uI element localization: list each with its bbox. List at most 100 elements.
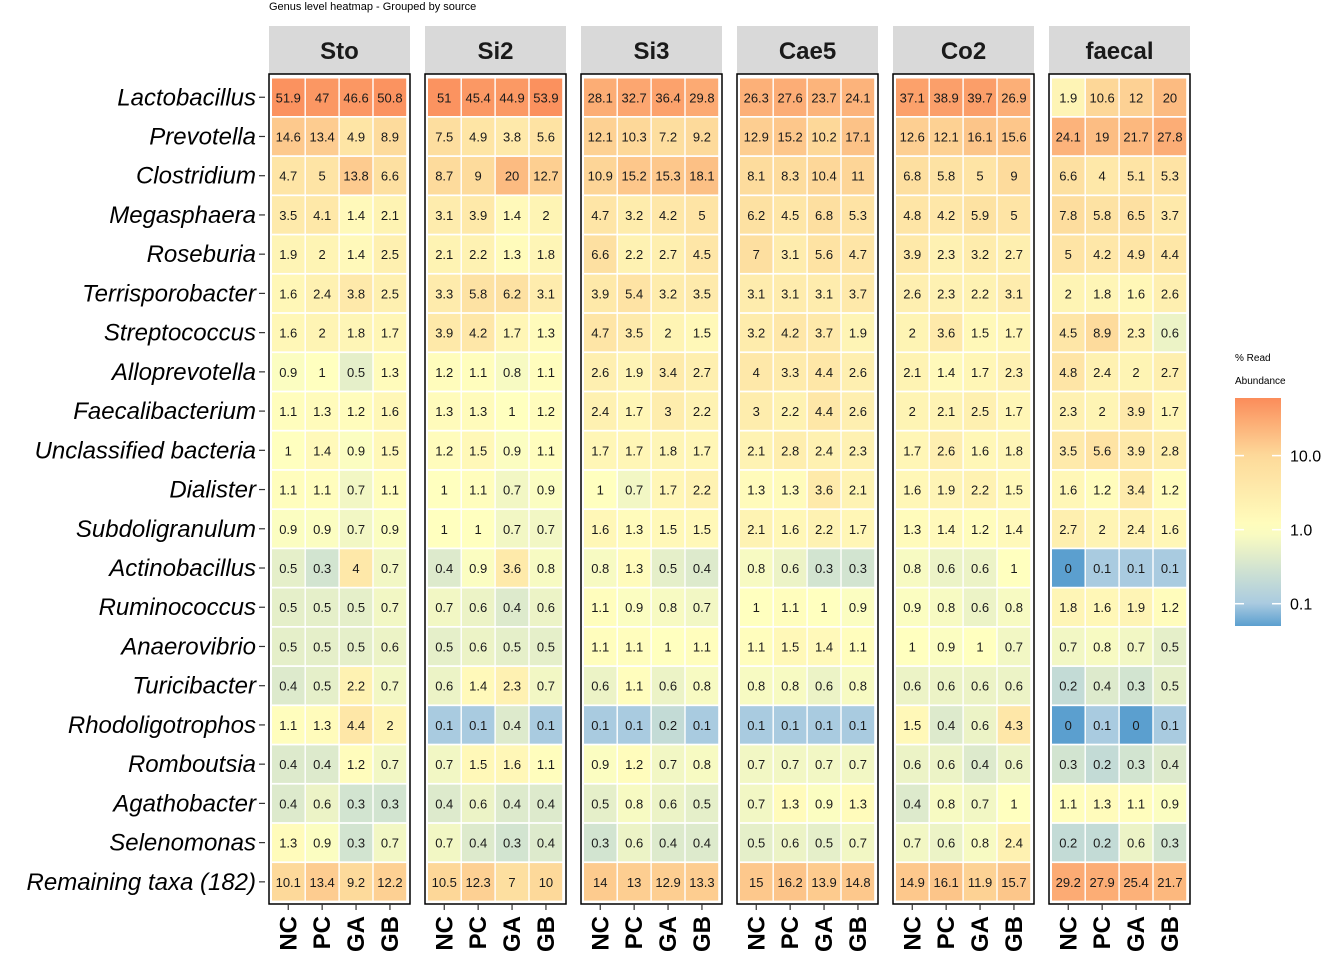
heatmap-cell <box>740 627 773 666</box>
heatmap-cell <box>773 353 807 391</box>
heatmap-cell <box>272 78 305 116</box>
cell-value-label: 3.9 <box>591 286 609 301</box>
heatmap-cell <box>1052 431 1085 470</box>
cell-value-label: 3.6 <box>937 326 955 341</box>
cell-value-label: 1.6 <box>781 522 799 537</box>
cell-value-label: 1.7 <box>1161 404 1179 419</box>
heatmap-cell <box>529 235 563 273</box>
x-label: GA <box>811 916 838 952</box>
cell-value-label: 6.6 <box>591 247 609 262</box>
cell-value-label: 3.9 <box>903 247 921 262</box>
heatmap-cell <box>584 745 617 783</box>
y-label: Faecalibacterium <box>73 398 256 425</box>
cell-value-label: 0.4 <box>279 796 297 811</box>
cell-value-label: 1.9 <box>937 483 955 498</box>
facet-strip-label: Cae5 <box>779 38 836 65</box>
heatmap-cell <box>272 706 305 744</box>
heatmap-cell <box>529 549 563 587</box>
heatmap-cell <box>685 470 719 509</box>
heatmap-cell <box>841 156 875 195</box>
heatmap-cell <box>1085 431 1119 470</box>
cell-value-label: 0.7 <box>1127 639 1145 654</box>
cell-value-label: 1.7 <box>591 443 609 458</box>
heatmap-cell <box>339 745 373 783</box>
cell-value-label: 1.3 <box>747 483 765 498</box>
x-label: NC <box>899 916 926 951</box>
heatmap-cell <box>841 196 875 234</box>
heatmap-cell <box>963 549 997 587</box>
heatmap-cell <box>529 784 563 823</box>
heatmap-cell <box>495 353 529 391</box>
heatmap-cell <box>651 235 685 273</box>
cell-value-label: 0.6 <box>781 836 799 851</box>
cell-value-label: 0.9 <box>625 600 643 615</box>
heatmap-cell <box>896 274 929 313</box>
heatmap-cell <box>373 823 407 862</box>
heatmap-cell <box>529 745 563 783</box>
heatmap-cell <box>584 235 617 273</box>
cell-value-label: 3.8 <box>503 129 521 144</box>
heatmap-cell <box>740 156 773 195</box>
cell-value-label: 1.1 <box>747 639 765 654</box>
facet-strip-label: Co2 <box>941 38 986 65</box>
heatmap-cell <box>929 156 963 195</box>
cell-value-label: 0.6 <box>937 561 955 576</box>
heatmap-cell <box>685 313 719 352</box>
heatmap-cell <box>896 666 929 705</box>
cell-value-label: 0.6 <box>1005 679 1023 694</box>
cell-value-label: 0.1 <box>469 718 487 733</box>
cell-value-label: 11.9 <box>968 875 992 890</box>
cell-value-label: 1.7 <box>903 443 921 458</box>
heatmap-cell <box>929 823 963 862</box>
cell-value-label: 15.2 <box>621 169 646 184</box>
heatmap-cell <box>807 78 841 116</box>
heatmap-cell <box>1052 313 1085 352</box>
heatmap-cell <box>685 156 719 195</box>
cell-value-label: 0.4 <box>693 561 711 576</box>
heatmap-cell <box>1085 745 1119 783</box>
cell-value-label: 2.1 <box>747 522 765 537</box>
cell-value-label: 0.7 <box>815 757 833 772</box>
cell-value-label: 1.2 <box>435 443 453 458</box>
cell-value-label: 0.8 <box>971 836 989 851</box>
heatmap-cell <box>807 392 841 430</box>
heatmap-cell <box>841 431 875 470</box>
cell-value-label: 44.9 <box>499 90 524 105</box>
cell-value-label: 1.3 <box>1093 796 1111 811</box>
heatmap-cell <box>651 823 685 862</box>
cell-value-label: 0.7 <box>537 522 555 537</box>
cell-value-label: 1.6 <box>503 757 521 772</box>
cell-value-label: 0.5 <box>347 600 365 615</box>
heatmap-cell <box>339 510 373 548</box>
x-label: PC <box>309 916 336 949</box>
heatmap-cell <box>339 784 373 823</box>
cell-value-label: 2.7 <box>693 365 711 380</box>
heatmap-cell <box>339 392 373 430</box>
heatmap-cell <box>1119 431 1153 470</box>
heatmap-cell <box>841 549 875 587</box>
cell-value-label: 0.7 <box>849 757 867 772</box>
cell-value-label: 26.9 <box>1001 90 1026 105</box>
heatmap-cell <box>685 510 719 548</box>
heatmap-cell <box>373 353 407 391</box>
heatmap-cell <box>529 627 563 666</box>
cell-value-label: 0.6 <box>971 718 989 733</box>
cell-value-label: 0.7 <box>1005 639 1023 654</box>
heatmap-cell <box>428 823 461 862</box>
heatmap-cell <box>773 588 807 626</box>
heatmap-cell <box>1085 588 1119 626</box>
heatmap-cell <box>272 274 305 313</box>
cell-value-label: 0.4 <box>693 836 711 851</box>
panel-border <box>736 73 879 905</box>
cell-value-label: 6.2 <box>503 286 521 301</box>
cell-value-label: 0.7 <box>693 600 711 615</box>
cell-value-label: 5.9 <box>971 208 989 223</box>
heatmap-cell <box>807 706 841 744</box>
heatmap-cell <box>1153 313 1187 352</box>
cell-value-label: 1.3 <box>625 522 643 537</box>
cell-value-label: 5.8 <box>469 286 487 301</box>
cell-value-label: 20 <box>505 169 519 184</box>
heatmap-cell <box>461 392 495 430</box>
cell-value-label: 3.1 <box>1005 286 1023 301</box>
